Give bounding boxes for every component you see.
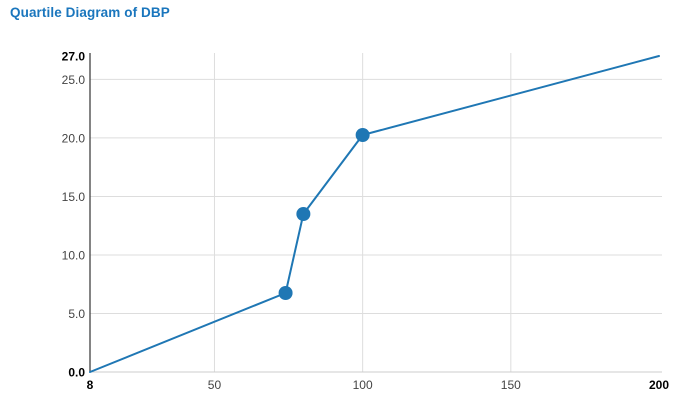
y-tick-label-10: 10.0	[62, 248, 86, 262]
chart-title: Quartile Diagram of DBP	[10, 5, 170, 20]
y-tick-label-15: 15.0	[62, 190, 86, 204]
x-tick-label-150: 150	[501, 378, 521, 392]
data-point-q3[interactable]	[355, 128, 370, 142]
series-line-cumulative-quartile-line	[89, 55, 660, 373]
x-tick-label-200: 200	[649, 378, 669, 392]
y-tick-label-25: 25.0	[62, 73, 86, 87]
x-tick-label-8: 8	[87, 378, 94, 392]
y-tick-label-5: 5.0	[68, 307, 85, 321]
data-point-median[interactable]	[296, 207, 311, 221]
y-tick-label-27: 27.0	[62, 50, 86, 64]
y-tick-label-20: 20.0	[62, 131, 86, 145]
data-point-q1[interactable]	[278, 286, 293, 300]
y-tick-label-0: 0.0	[68, 366, 85, 380]
x-tick-label-50: 50	[208, 378, 222, 392]
x-tick-label-100: 100	[353, 378, 373, 392]
